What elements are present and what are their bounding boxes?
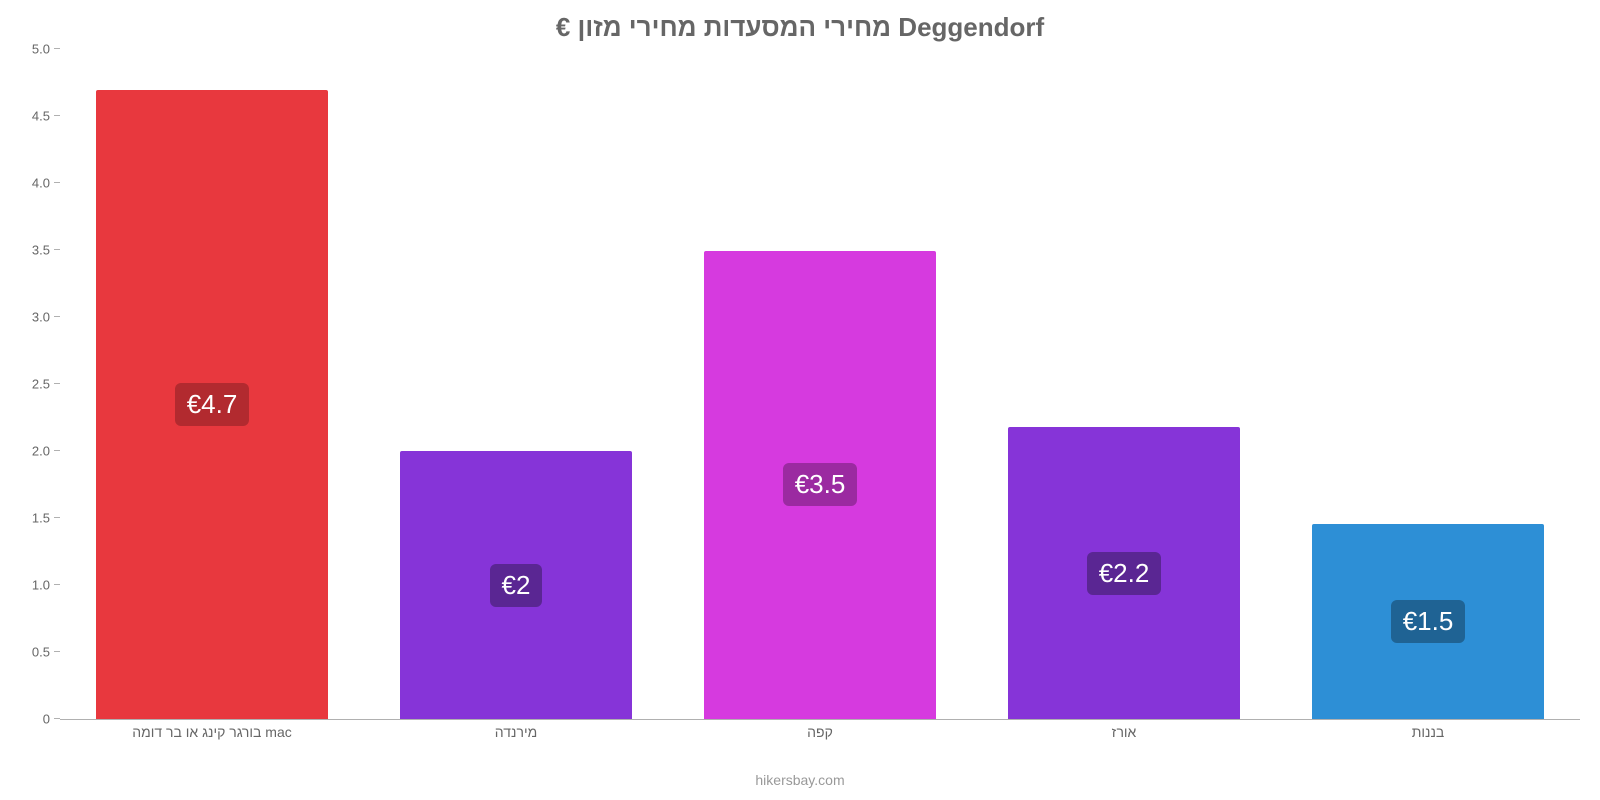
chart-title: € מחירי המסעדות מחירי מזון Deggendorf — [0, 12, 1600, 43]
bar-value-label: €1.5 — [1391, 600, 1466, 643]
bar-slot: €2 — [364, 50, 668, 719]
y-tick-label: 0 — [10, 712, 50, 727]
y-tick-mark — [54, 316, 60, 317]
y-tick-label: 0.5 — [10, 645, 50, 660]
bar-slot: €2.2 — [972, 50, 1276, 719]
bar: €2.2 — [1008, 427, 1239, 719]
y-tick-mark — [54, 48, 60, 49]
bar-slot: €4.7 — [60, 50, 364, 719]
x-axis-label: בורגר קינג או בר דומה mac — [60, 724, 364, 740]
y-tick-mark — [54, 584, 60, 585]
x-axis-label: אורז — [972, 724, 1276, 740]
y-tick-label: 4.5 — [10, 109, 50, 124]
y-tick-mark — [54, 517, 60, 518]
y-tick-label: 3.0 — [10, 310, 50, 325]
bar: €4.7 — [96, 90, 327, 719]
price-chart: € מחירי המסעדות מחירי מזון Deggendorf €4… — [0, 0, 1600, 800]
bar-slot: €1.5 — [1276, 50, 1580, 719]
y-tick-mark — [54, 718, 60, 719]
y-tick-mark — [54, 249, 60, 250]
bar: €2 — [400, 451, 631, 719]
y-tick-mark — [54, 651, 60, 652]
x-axis-label: מירנדה — [364, 724, 668, 740]
bar: €3.5 — [704, 251, 935, 719]
y-tick-label: 2.5 — [10, 377, 50, 392]
y-tick-mark — [54, 115, 60, 116]
bar-value-label: €2.2 — [1087, 552, 1162, 595]
bar: €1.5 — [1312, 524, 1543, 719]
y-tick-label: 1.0 — [10, 578, 50, 593]
x-axis-label: קפה — [668, 724, 972, 740]
y-tick-label: 5.0 — [10, 42, 50, 57]
bar-value-label: €3.5 — [783, 463, 858, 506]
y-tick-mark — [54, 383, 60, 384]
x-axis-labels: בורגר קינג או בר דומה macמירנדהקפהאורזבנ… — [60, 724, 1580, 740]
bar-value-label: €4.7 — [175, 383, 250, 426]
attribution-text: hikersbay.com — [0, 772, 1600, 788]
y-tick-label: 1.5 — [10, 511, 50, 526]
bar-slot: €3.5 — [668, 50, 972, 719]
x-axis-label: בננות — [1276, 724, 1580, 740]
y-tick-label: 2.0 — [10, 444, 50, 459]
plot-area: €4.7€2€3.5€2.2€1.5 00.51.01.52.02.53.03.… — [60, 50, 1580, 720]
bars-container: €4.7 €2 €3.5 €2.2 €1.5 — [60, 50, 1580, 719]
y-tick-label: 3.5 — [10, 243, 50, 258]
y-tick-mark — [54, 450, 60, 451]
y-tick-mark — [54, 182, 60, 183]
bar-value-label: €2 — [490, 564, 543, 607]
y-tick-label: 4.0 — [10, 176, 50, 191]
